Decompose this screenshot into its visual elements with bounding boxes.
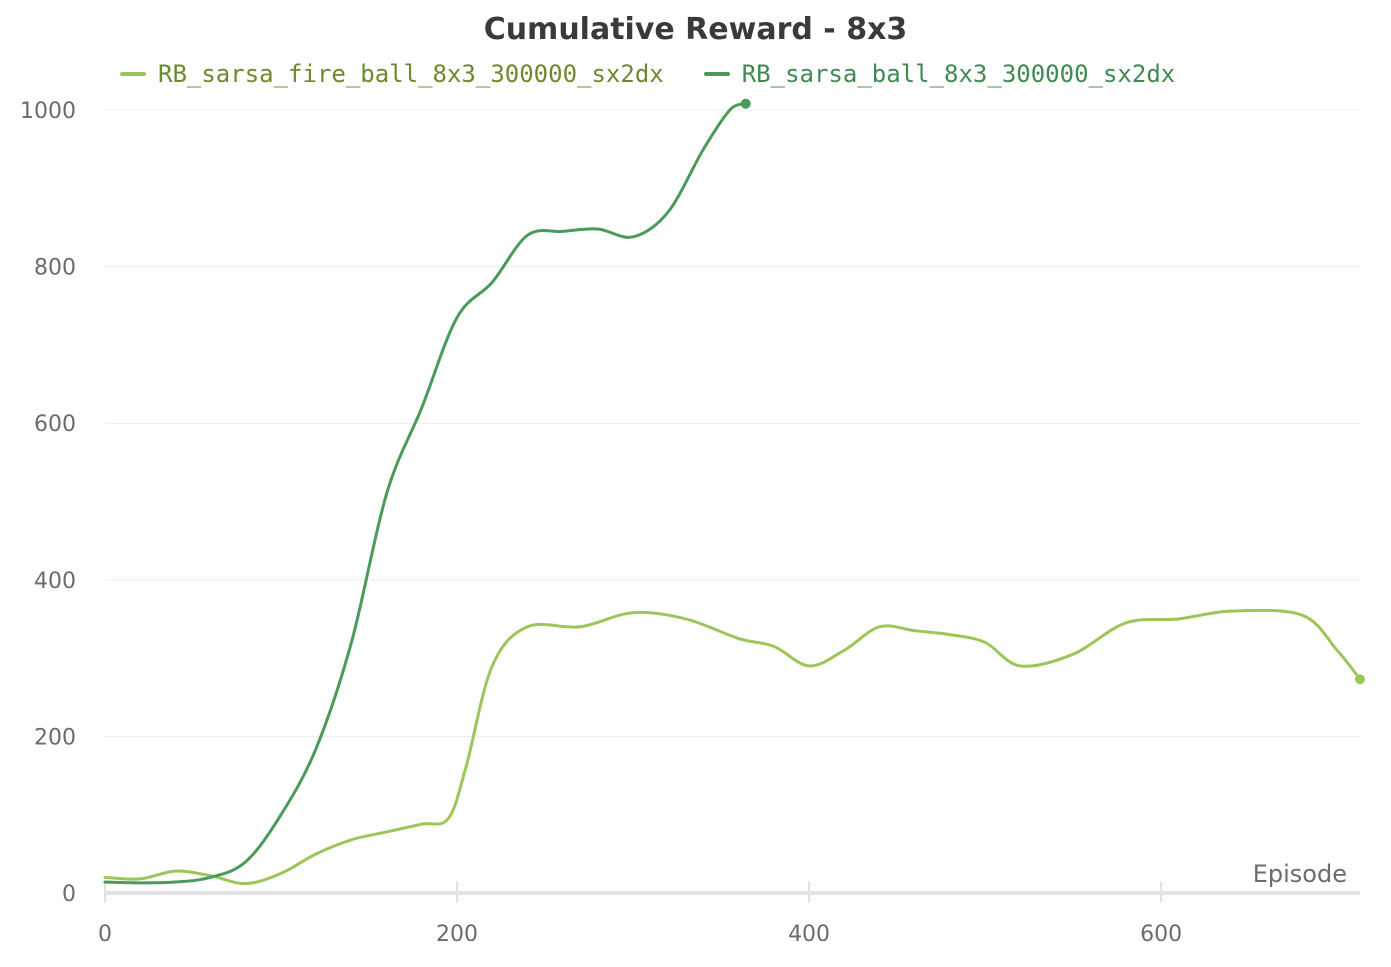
x-tick-label: 0 bbox=[98, 922, 112, 947]
y-tick-label: 400 bbox=[34, 569, 76, 594]
series-line-0[interactable] bbox=[103, 608, 1362, 886]
y-tick-label: 200 bbox=[34, 725, 76, 750]
x-tick-label: 600 bbox=[1140, 922, 1182, 947]
legend-swatch-ball bbox=[703, 72, 730, 76]
y-axis-ticks: 0 200 400 600 800 1000 bbox=[20, 99, 76, 907]
legend-swatch-fire-ball bbox=[120, 72, 146, 76]
y-tick-label: 600 bbox=[34, 412, 76, 437]
legend: RB_sarsa_fire_ball_8x3_300000_sx2dx RB_s… bbox=[120, 60, 1215, 88]
chart-title: Cumulative Reward - 8x3 bbox=[483, 12, 908, 47]
series-lines bbox=[103, 98, 1365, 886]
legend-item-fire-ball[interactable]: RB_sarsa_fire_ball_8x3_300000_sx2dx bbox=[120, 60, 664, 88]
grid-lines bbox=[105, 109, 1360, 737]
x-tick-label: 400 bbox=[788, 922, 830, 947]
y-tick-label: 1000 bbox=[20, 99, 76, 124]
x-tick-label: 200 bbox=[436, 922, 478, 947]
legend-item-ball[interactable]: RB_sarsa_ball_8x3_300000_sx2dx bbox=[703, 60, 1176, 88]
legend-label-fire-ball: RB_sarsa_fire_ball_8x3_300000_sx2dx bbox=[158, 60, 664, 88]
series-endpoint-0[interactable] bbox=[1355, 674, 1365, 685]
x-axis: 0 200 400 600 bbox=[98, 881, 1360, 947]
y-tick-label: 0 bbox=[62, 882, 76, 907]
series-line-1[interactable] bbox=[103, 102, 748, 885]
series-endpoint-1[interactable] bbox=[740, 98, 751, 109]
legend-label-ball: RB_sarsa_ball_8x3_300000_sx2dx bbox=[741, 60, 1176, 88]
y-tick-label: 800 bbox=[34, 256, 76, 281]
x-axis-label: Episode bbox=[1253, 860, 1347, 888]
